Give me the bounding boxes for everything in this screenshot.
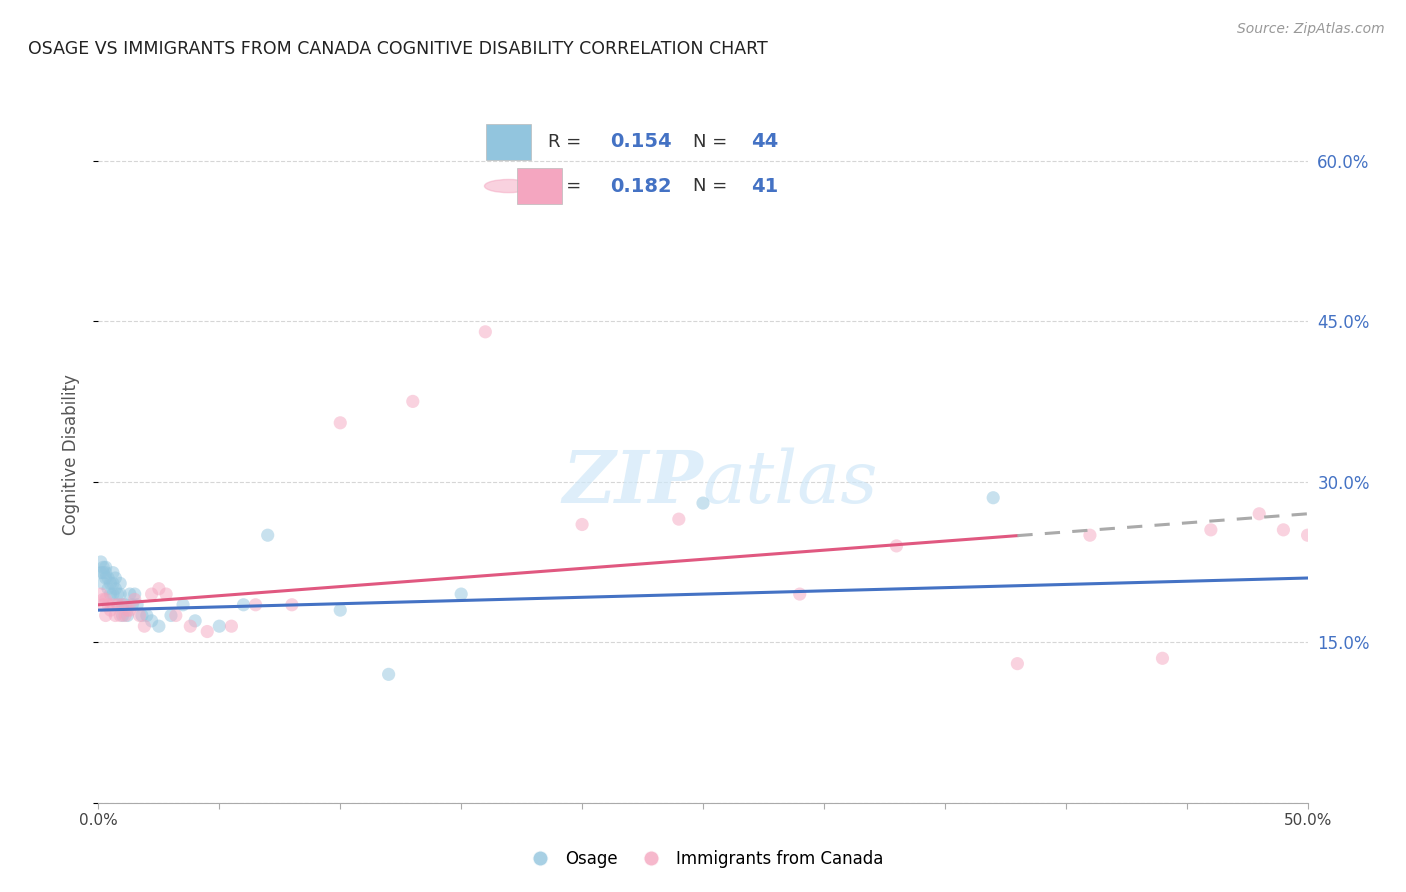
Point xyxy=(100,603,122,617)
Point xyxy=(402,394,425,409)
Point xyxy=(91,592,114,607)
Point xyxy=(1249,507,1271,521)
Point xyxy=(1152,651,1174,665)
Point xyxy=(94,608,117,623)
Point xyxy=(124,592,146,607)
Point xyxy=(114,608,136,623)
Point xyxy=(208,619,231,633)
Y-axis label: Cognitive Disability: Cognitive Disability xyxy=(62,375,80,535)
Point xyxy=(329,416,352,430)
Point xyxy=(155,587,177,601)
Point xyxy=(128,608,150,623)
Point xyxy=(107,587,129,601)
Point xyxy=(1199,523,1222,537)
Point xyxy=(94,560,117,574)
Point xyxy=(90,587,112,601)
Point xyxy=(91,560,114,574)
Point xyxy=(886,539,908,553)
Point xyxy=(692,496,714,510)
Point xyxy=(121,598,143,612)
Point xyxy=(91,576,114,591)
Point xyxy=(668,512,690,526)
Point xyxy=(118,587,141,601)
Point xyxy=(111,598,134,612)
Point xyxy=(571,517,593,532)
Point xyxy=(91,598,114,612)
Point xyxy=(94,592,117,607)
Point xyxy=(94,566,117,580)
Point xyxy=(97,598,120,612)
Text: atlas: atlas xyxy=(703,448,879,518)
Point xyxy=(245,598,267,612)
Point xyxy=(117,603,139,617)
Point xyxy=(108,587,131,601)
Point xyxy=(135,608,157,623)
Point xyxy=(104,608,127,623)
Point xyxy=(107,598,129,612)
Point xyxy=(91,566,114,580)
Point xyxy=(97,571,120,585)
Point xyxy=(221,619,243,633)
Point xyxy=(148,619,170,633)
Point xyxy=(90,555,112,569)
Point xyxy=(104,582,127,596)
Point xyxy=(131,608,153,623)
Point xyxy=(165,608,187,623)
Point xyxy=(172,598,194,612)
Point xyxy=(1078,528,1101,542)
Point xyxy=(232,598,254,612)
Point xyxy=(329,603,352,617)
Point xyxy=(141,614,163,628)
Point xyxy=(101,587,124,601)
Point xyxy=(256,528,278,542)
Point xyxy=(1296,528,1319,542)
Point xyxy=(100,576,122,591)
Point xyxy=(100,587,122,601)
Point xyxy=(789,587,811,601)
Point xyxy=(118,603,141,617)
Point xyxy=(104,571,127,585)
Point xyxy=(90,566,112,580)
Point xyxy=(1007,657,1029,671)
Point xyxy=(111,608,134,623)
Point xyxy=(114,598,136,612)
Point xyxy=(981,491,1004,505)
Text: ZIP: ZIP xyxy=(562,447,703,518)
Point xyxy=(1272,523,1295,537)
Point xyxy=(108,576,131,591)
Point xyxy=(101,566,124,580)
Point xyxy=(450,587,472,601)
Text: Source: ZipAtlas.com: Source: ZipAtlas.com xyxy=(1237,22,1385,37)
Legend: Osage, Immigrants from Canada: Osage, Immigrants from Canada xyxy=(516,844,890,875)
Point xyxy=(281,598,304,612)
Point xyxy=(111,598,134,612)
Point xyxy=(474,325,496,339)
Point xyxy=(124,587,146,601)
Point xyxy=(107,598,129,612)
Point xyxy=(101,576,124,591)
Text: OSAGE VS IMMIGRANTS FROM CANADA COGNITIVE DISABILITY CORRELATION CHART: OSAGE VS IMMIGRANTS FROM CANADA COGNITIV… xyxy=(28,40,768,58)
Point xyxy=(179,619,201,633)
Point xyxy=(127,598,149,612)
Point xyxy=(101,598,124,612)
Point xyxy=(148,582,170,596)
Point xyxy=(184,614,207,628)
Point xyxy=(108,608,131,623)
Point xyxy=(134,619,156,633)
Point xyxy=(377,667,399,681)
Point xyxy=(195,624,218,639)
Point xyxy=(97,582,120,596)
Point xyxy=(141,587,163,601)
Point xyxy=(94,571,117,585)
Point xyxy=(160,608,183,623)
Point xyxy=(117,608,139,623)
